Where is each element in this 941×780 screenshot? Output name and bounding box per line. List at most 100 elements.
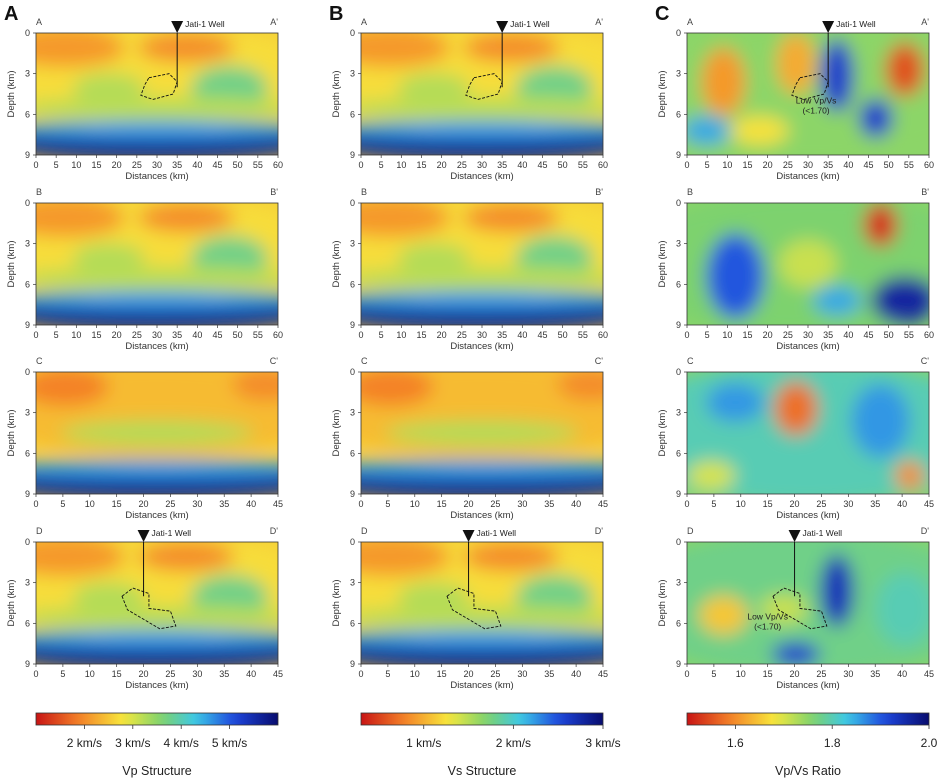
x-tick-label: 35 — [172, 330, 182, 340]
y-tick-label: 0 — [676, 198, 681, 208]
well-label: Jati-1 Well — [836, 19, 876, 29]
x-tick-label: 10 — [396, 160, 406, 170]
well-label: Jati-1 Well — [152, 528, 192, 538]
field-blob — [36, 605, 278, 630]
low-vpvs-outline — [446, 587, 502, 630]
y-tick-label: 9 — [676, 150, 681, 160]
colorbar-tick-label: 3 km/s — [585, 736, 620, 750]
x-tick-label: 15 — [416, 160, 426, 170]
x-tick-label: 10 — [85, 669, 95, 679]
panel-A-C: C C' 0 5 10 15 20 25 30 35 40 45 Distances (km) 0 3 6 9 D… — [6, 356, 283, 521]
y-axis-label: Depth (km) — [331, 580, 342, 627]
y-tick-label: 0 — [25, 28, 30, 38]
y-tick-label: 6 — [350, 109, 355, 119]
x-tick-label: 45 — [212, 330, 222, 340]
x-tick-label: 5 — [711, 499, 716, 509]
x-tick-label: 15 — [742, 330, 752, 340]
x-tick-label: 20 — [763, 160, 773, 170]
x-tick-label: 0 — [33, 160, 38, 170]
x-tick-label: 45 — [537, 330, 547, 340]
section-end-label: C' — [270, 356, 278, 366]
colorbar-gradient — [35, 712, 279, 726]
x-tick-label: 55 — [253, 330, 263, 340]
field-blob — [385, 420, 579, 446]
x-tick-label: 15 — [437, 499, 447, 509]
x-tick-label: 25 — [490, 499, 500, 509]
field-blob — [687, 115, 731, 146]
x-tick-label: 0 — [33, 669, 38, 679]
field-blob — [361, 459, 603, 480]
y-tick-label: 9 — [350, 489, 355, 499]
x-tick-label: 40 — [897, 499, 907, 509]
well-label: Jati-1 Well — [185, 19, 225, 29]
y-tick-label: 0 — [676, 537, 681, 547]
x-tick-label: 55 — [578, 330, 588, 340]
x-tick-label: 5 — [705, 160, 710, 170]
x-axis-label: Distances (km) — [125, 510, 188, 521]
section-end-label: B' — [595, 187, 603, 197]
section-end-label: D' — [921, 526, 929, 536]
x-tick-label: 60 — [924, 160, 934, 170]
x-tick-label: 50 — [558, 330, 568, 340]
field-blob — [706, 233, 765, 319]
y-tick-label: 3 — [676, 239, 681, 249]
x-tick-label: 20 — [437, 330, 447, 340]
x-tick-label: 40 — [246, 669, 256, 679]
y-tick-label: 9 — [25, 150, 30, 160]
y-axis-label: Depth (km) — [657, 241, 668, 288]
section-start-label: C — [36, 356, 43, 366]
y-tick-label: 3 — [676, 408, 681, 418]
x-tick-label: 55 — [904, 160, 914, 170]
x-axis-label: Distances (km) — [450, 680, 513, 691]
y-tick-label: 9 — [25, 659, 30, 669]
section-end-label: B' — [921, 187, 929, 197]
x-tick-label: 0 — [358, 330, 363, 340]
field-blob — [361, 629, 603, 650]
field-blob — [557, 372, 603, 402]
field-blob — [36, 629, 278, 650]
y-tick-label: 3 — [350, 578, 355, 588]
x-tick-label: 5 — [379, 160, 384, 170]
x-tick-label: 35 — [544, 669, 554, 679]
field-blob — [687, 461, 736, 491]
x-tick-label: 30 — [517, 669, 527, 679]
x-tick-label: 5 — [385, 499, 390, 509]
x-tick-label: 5 — [385, 669, 390, 679]
x-tick-label: 25 — [132, 160, 142, 170]
y-tick-label: 9 — [350, 320, 355, 330]
x-tick-label: 10 — [71, 160, 81, 170]
x-tick-label: 25 — [783, 330, 793, 340]
field-blob — [812, 285, 862, 316]
field-blob — [730, 115, 789, 146]
y-tick-label: 9 — [676, 489, 681, 499]
field-blob — [361, 542, 451, 577]
x-tick-label: 0 — [358, 499, 363, 509]
well-marker-icon — [137, 530, 150, 542]
panel-letter-C: C — [655, 3, 669, 25]
y-tick-label: 9 — [350, 659, 355, 669]
x-tick-label: 15 — [763, 499, 773, 509]
field-blob — [361, 290, 603, 311]
x-tick-label: 15 — [91, 160, 101, 170]
y-axis-label: Depth (km) — [657, 71, 668, 118]
field-blob — [72, 243, 145, 273]
x-tick-label: 40 — [571, 669, 581, 679]
well-label: Jati-1 Well — [803, 528, 843, 538]
field-blob — [397, 73, 470, 103]
x-tick-label: 20 — [464, 669, 474, 679]
colorbar-title: Vp/Vs Ratio — [775, 764, 841, 778]
x-tick-label: 30 — [477, 330, 487, 340]
plot-frame — [686, 541, 930, 665]
x-tick-label: 20 — [790, 669, 800, 679]
x-tick-label: 20 — [763, 330, 773, 340]
x-tick-label: 0 — [358, 669, 363, 679]
field-blob — [36, 96, 278, 121]
y-tick-label: 0 — [25, 537, 30, 547]
x-tick-label: 10 — [396, 330, 406, 340]
colorbar-A: 2 km/s 3 km/s 4 km/s 5 km/s Vp Structure — [35, 712, 279, 778]
field-blob — [36, 203, 126, 238]
x-tick-label: 0 — [684, 669, 689, 679]
